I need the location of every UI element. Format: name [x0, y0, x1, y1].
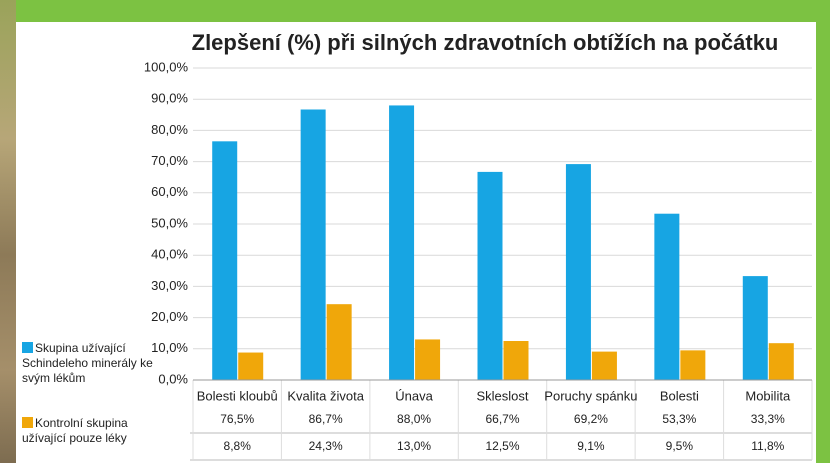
page: Zlepšení (%) při silných zdravotních obt…: [0, 0, 830, 463]
bar: [389, 105, 414, 380]
bar: [212, 141, 237, 380]
table-value: 33,3%: [751, 412, 785, 426]
bar: [743, 276, 768, 380]
x-tick-label: Poruchy spánku: [544, 388, 637, 403]
y-tick-label: 20,0%: [151, 309, 188, 324]
bar: [592, 352, 617, 380]
table-value: 12,5%: [485, 439, 519, 453]
table-value: 13,0%: [397, 439, 431, 453]
x-tick-label: Únava: [395, 388, 433, 403]
legend-swatch: [22, 342, 33, 353]
x-tick-label: Bolesti: [660, 388, 699, 403]
bar: [327, 304, 352, 380]
table-value: 69,2%: [574, 412, 608, 426]
table-value: 9,1%: [577, 439, 605, 453]
y-tick-label: 50,0%: [151, 215, 188, 230]
bar: [478, 172, 503, 380]
y-tick-label: 40,0%: [151, 247, 188, 262]
table-value: 11,8%: [751, 439, 784, 453]
table-value: 88,0%: [397, 412, 431, 426]
legend-label: Kontrolní skupina užívající pouze léky: [22, 416, 128, 445]
y-tick-label: 70,0%: [151, 153, 188, 168]
bar: [769, 343, 794, 380]
legend-label: Skupina užívající Schindeleho minerály k…: [22, 341, 153, 385]
bar: [415, 339, 440, 380]
table-value: 9,5%: [666, 439, 694, 453]
y-tick-label: 100,0%: [144, 59, 189, 74]
chart: Zlepšení (%) při silných zdravotních obt…: [0, 0, 830, 463]
y-tick-label: 30,0%: [151, 278, 188, 293]
bar: [566, 164, 591, 380]
table-value: 66,7%: [485, 412, 519, 426]
bar: [238, 353, 263, 380]
y-tick-label: 0,0%: [158, 371, 188, 386]
table-value: 86,7%: [309, 412, 343, 426]
y-tick-label: 90,0%: [151, 91, 188, 106]
y-tick-label: 80,0%: [151, 122, 188, 137]
x-tick-label: Bolesti kloubů: [197, 388, 278, 403]
x-tick-label: Skleslost: [476, 388, 528, 403]
legend-swatch: [22, 417, 33, 428]
y-tick-label: 60,0%: [151, 184, 188, 199]
chart-title: Zlepšení (%) při silných zdravotních obt…: [192, 30, 779, 55]
table-value: 76,5%: [220, 412, 254, 426]
table-value: 24,3%: [309, 439, 343, 453]
bar: [654, 214, 679, 380]
legend-item: Kontrolní skupina užívající pouze léky: [22, 416, 162, 446]
bar: [504, 341, 529, 380]
x-tick-label: Kvalita života: [287, 388, 364, 403]
table-value: 53,3%: [662, 412, 696, 426]
x-tick-label: Mobilita: [745, 388, 791, 403]
bar: [301, 109, 326, 380]
table-value: 8,8%: [224, 439, 252, 453]
bar: [680, 350, 705, 380]
legend-item: Skupina užívající Schindeleho minerály k…: [22, 341, 162, 386]
